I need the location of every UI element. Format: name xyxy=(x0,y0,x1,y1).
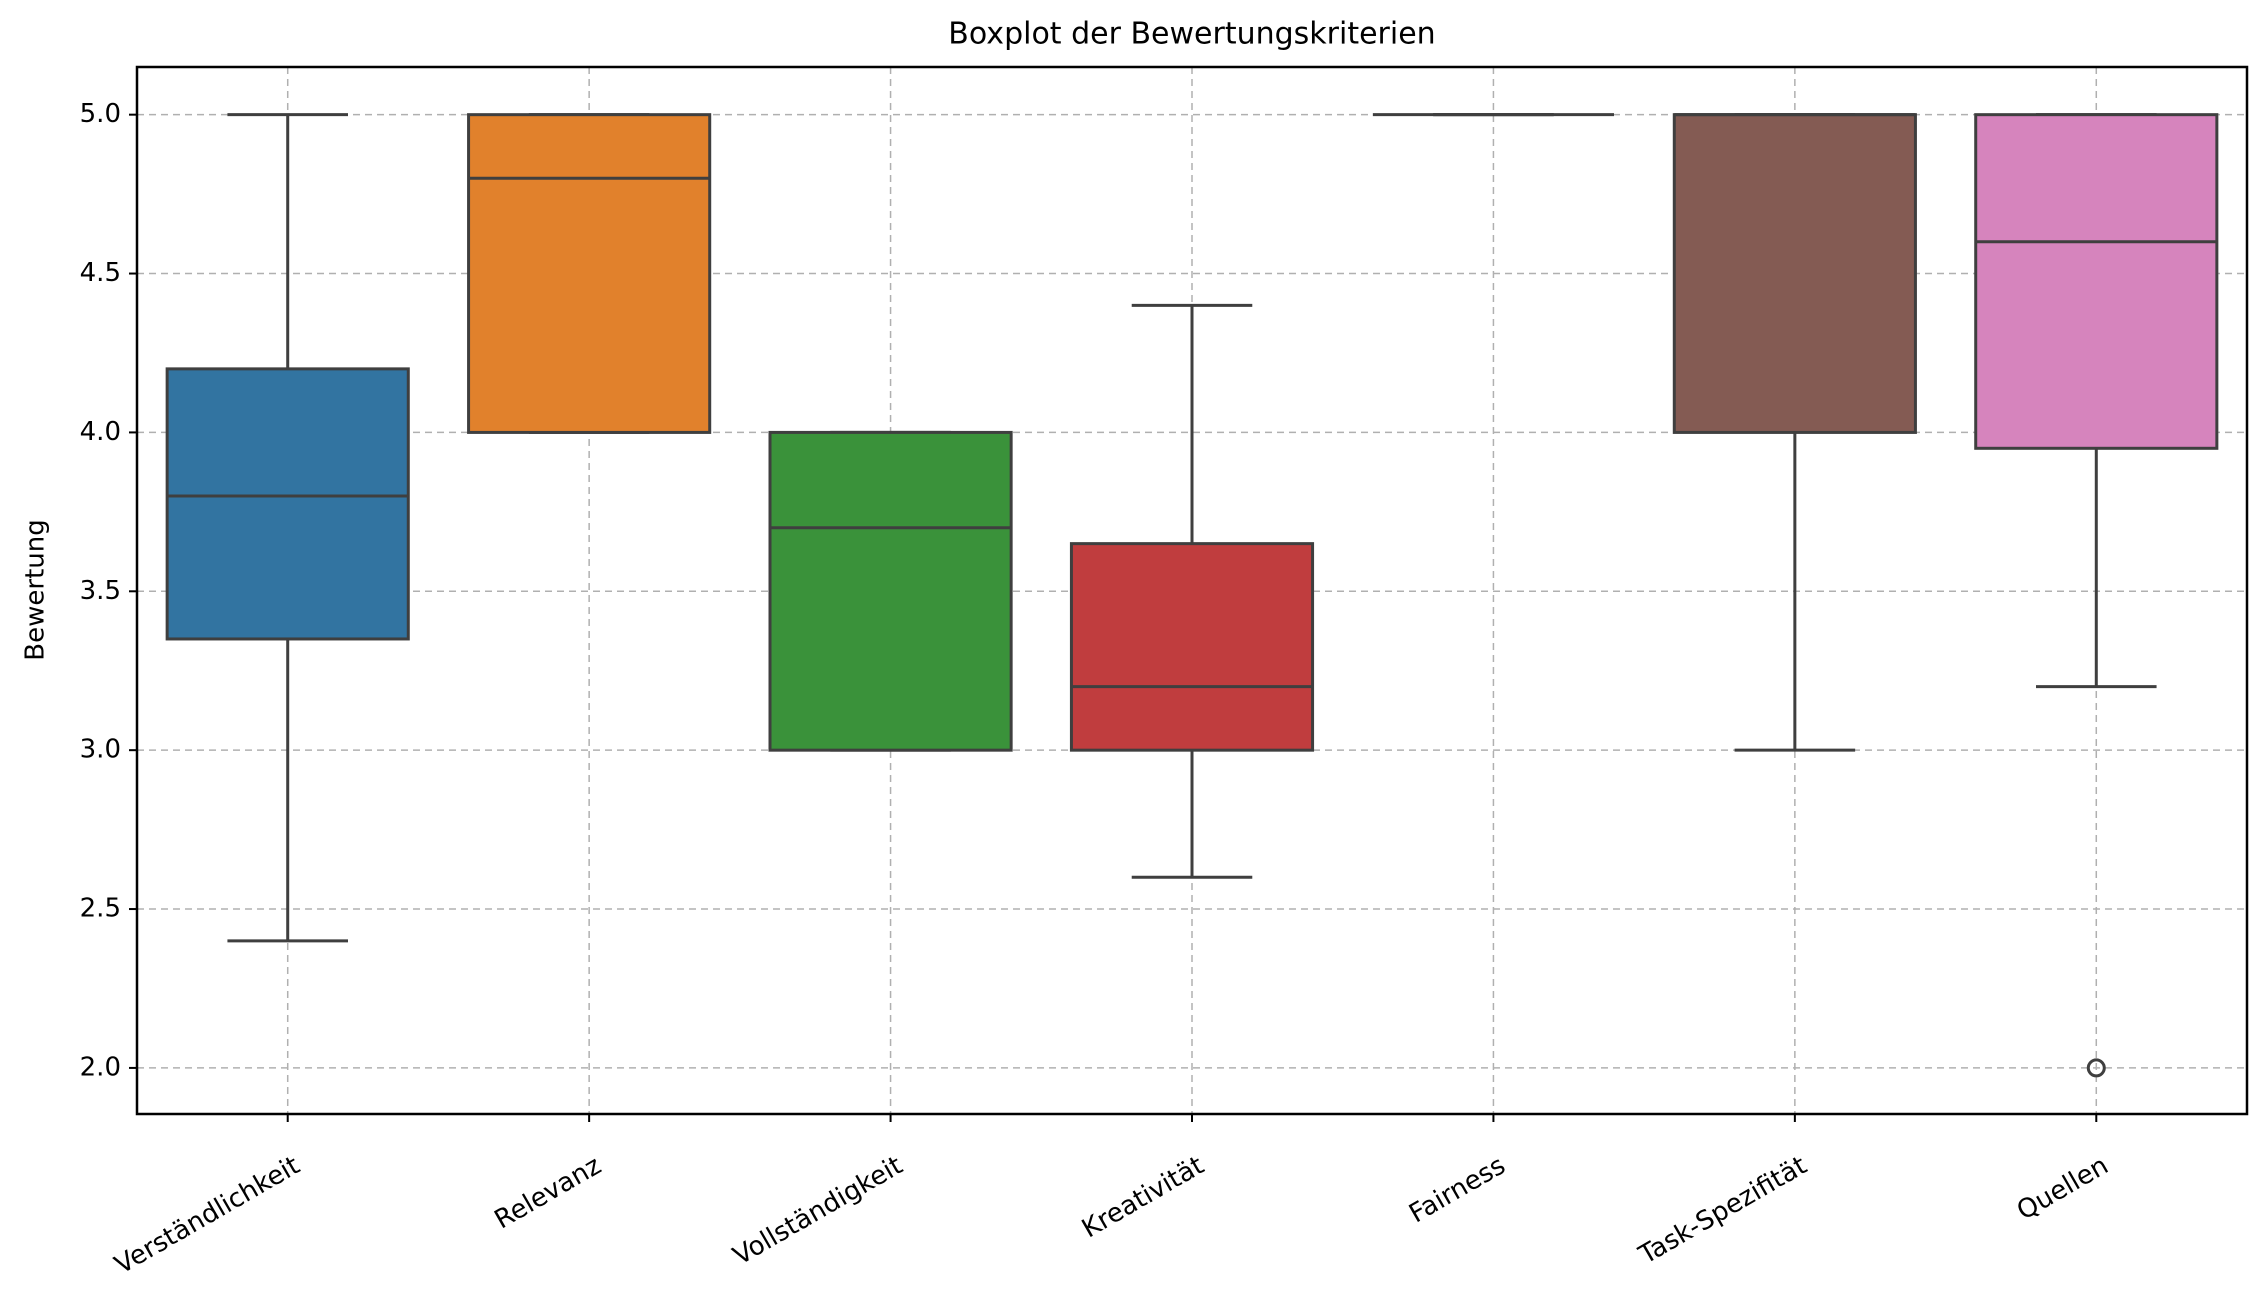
x-tick-label: Verständlichkeit xyxy=(110,1151,305,1281)
outlier xyxy=(2086,1058,2106,1078)
x-tick-label: Vollständigkeit xyxy=(728,1151,908,1272)
x-tick-label: Quellen xyxy=(2012,1151,2113,1227)
box xyxy=(1672,113,1917,434)
box xyxy=(467,113,712,434)
y-tick-label: 4.0 xyxy=(80,417,121,447)
y-tick-label: 3.5 xyxy=(80,576,121,606)
chart-title: Boxplot der Bewertungskriterien xyxy=(948,17,1435,52)
y-tick-label: 2.0 xyxy=(80,1052,121,1082)
x-tick-label: Task-Spezifität xyxy=(1633,1151,1812,1272)
y-tick-label: 2.5 xyxy=(80,894,121,924)
box xyxy=(165,367,410,641)
x-tick-label: Fairness xyxy=(1404,1151,1510,1230)
x-tick-label: Kreativität xyxy=(1077,1151,1209,1245)
box xyxy=(768,430,1013,752)
y-axis-label: Bewertung xyxy=(21,519,51,660)
box xyxy=(1069,542,1315,752)
x-tick-label: Relevanz xyxy=(490,1151,607,1236)
plot-frame xyxy=(135,65,2249,1116)
y-tick-label: 3.0 xyxy=(80,735,121,765)
y-tick-label: 4.5 xyxy=(80,258,121,288)
box xyxy=(1974,113,2219,450)
y-tick-label: 5.0 xyxy=(80,99,121,129)
